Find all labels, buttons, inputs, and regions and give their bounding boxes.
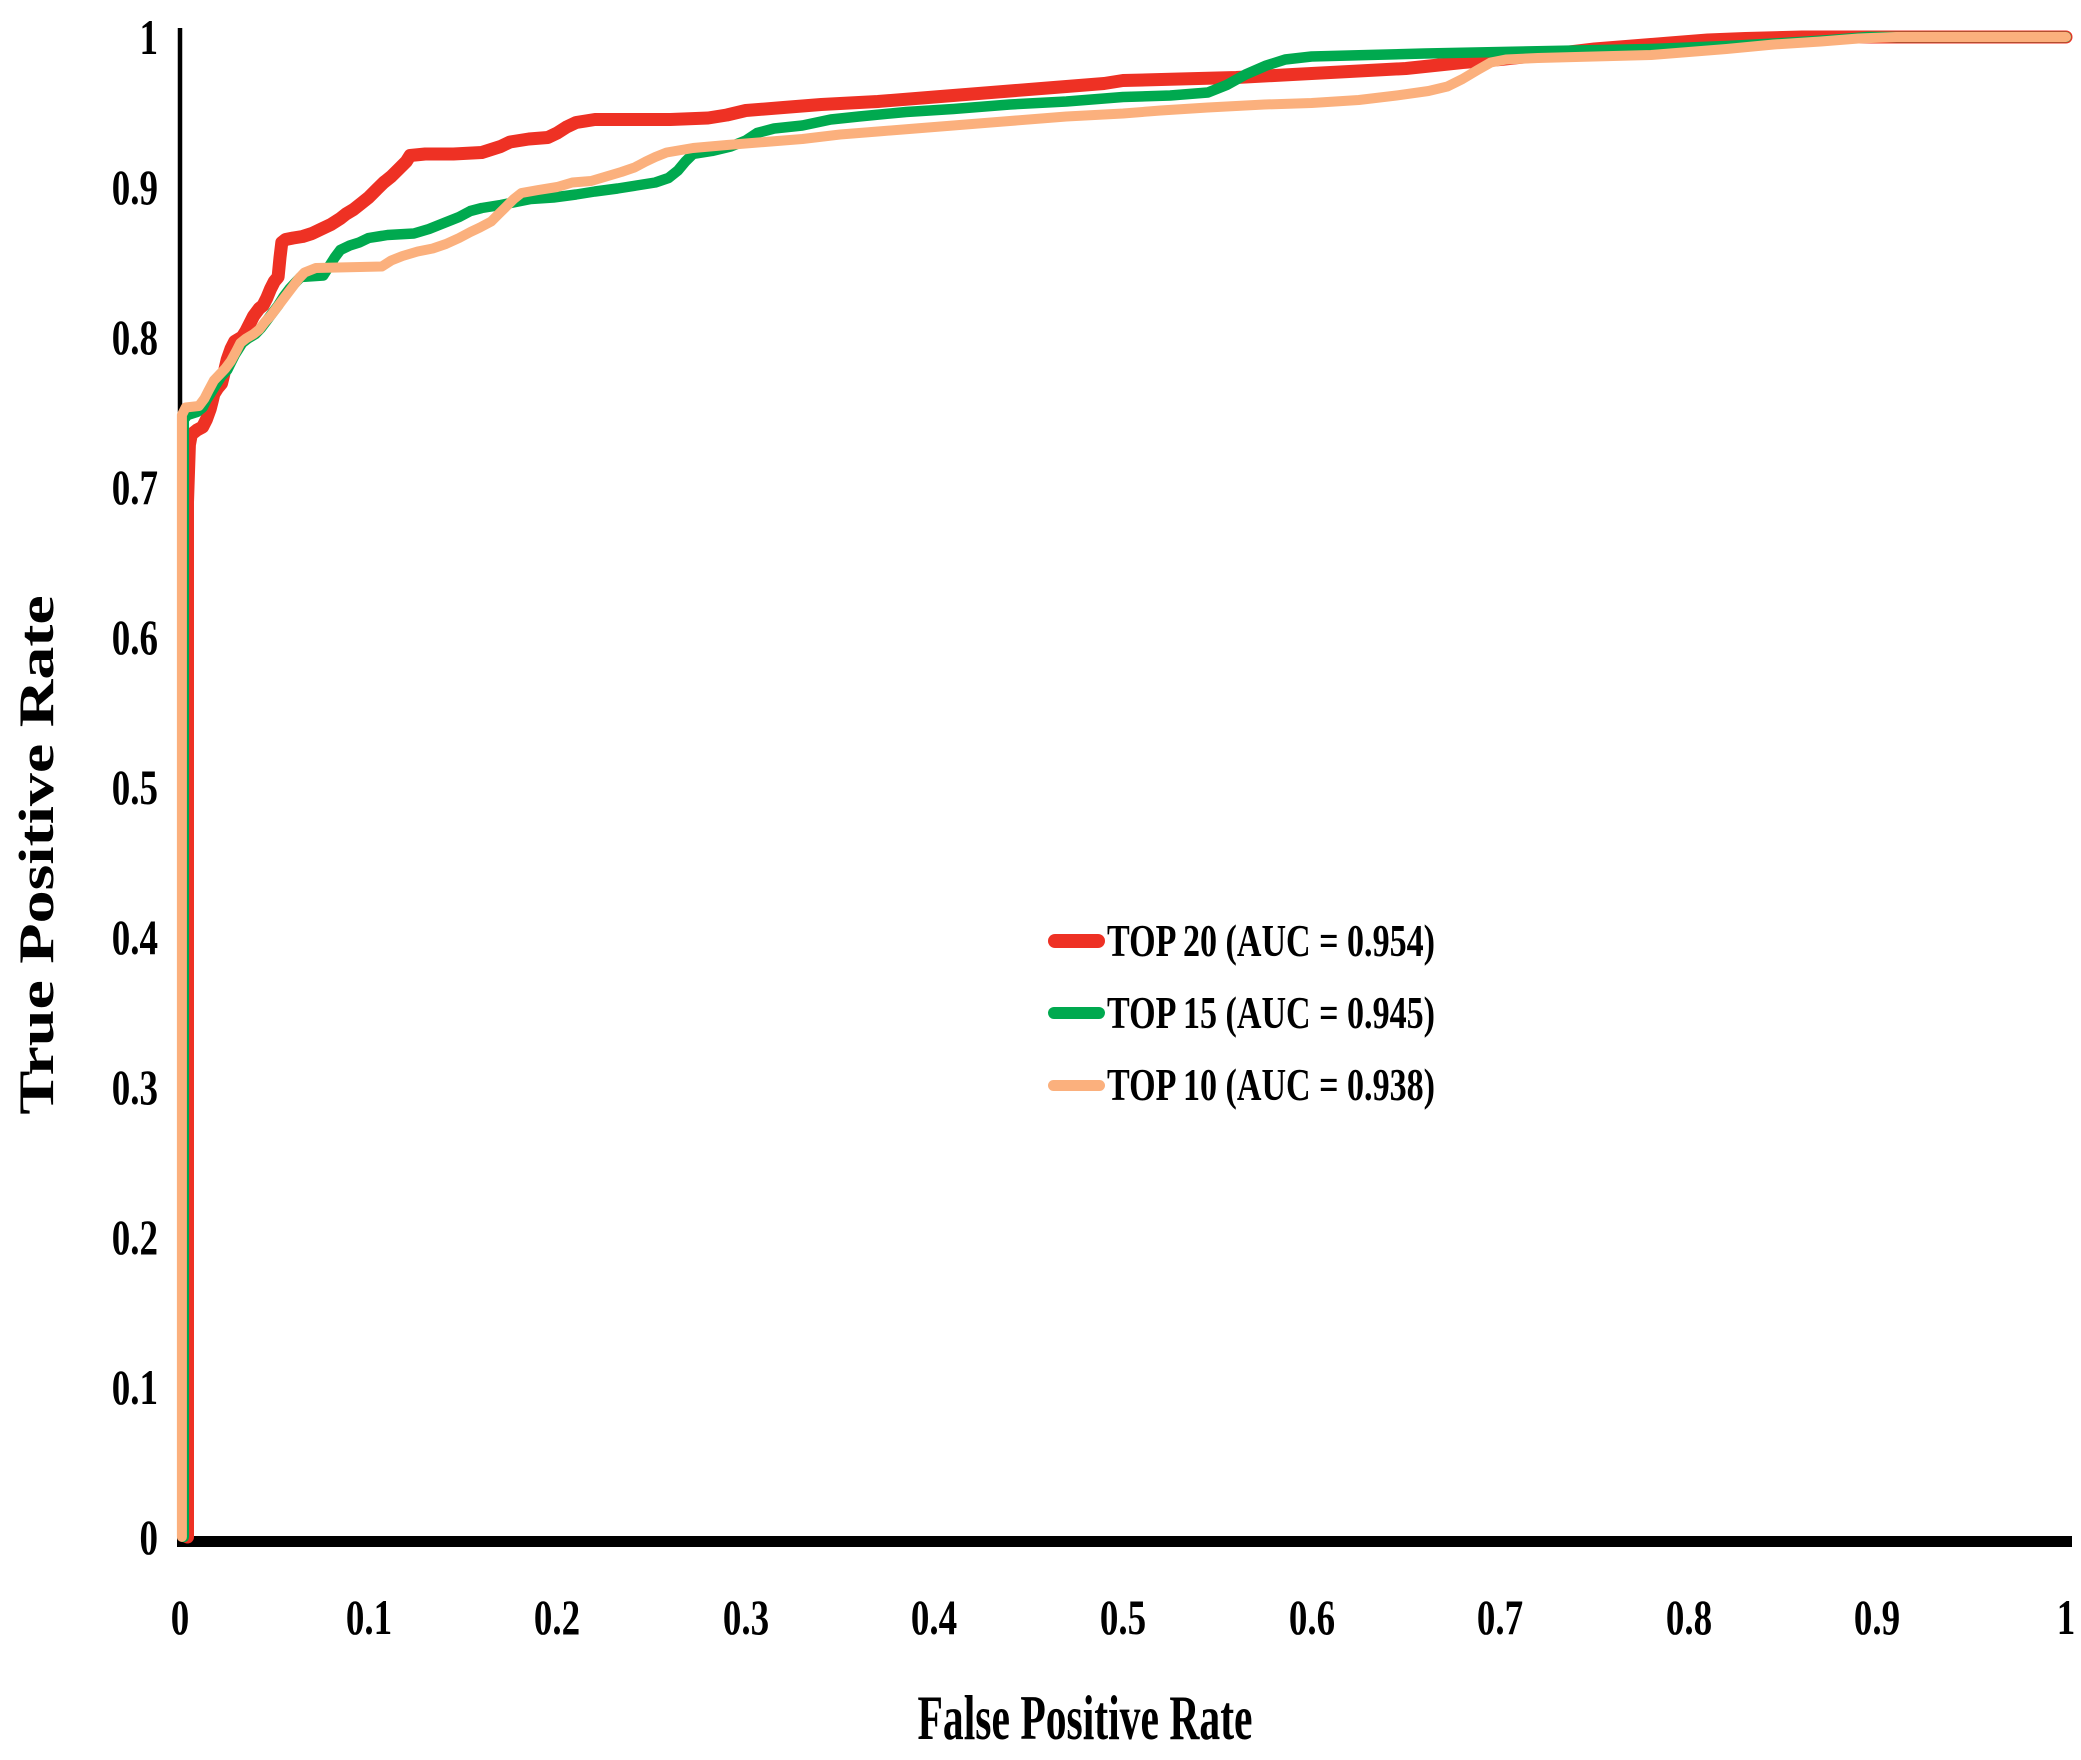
x-tick-label-0.5: 0.5 (1099, 1589, 1147, 1645)
y-tick-label-1: 1 (139, 9, 159, 65)
roc-curve-top10 (176, 32, 2071, 1542)
y-tick-label-0.7: 0.7 (111, 459, 158, 515)
legend-label-top15: TOP 15 (AUC = 0.945) (1107, 987, 1435, 1038)
x-tick-label-0.2: 0.2 (534, 1589, 581, 1645)
y-tick-label-0.8: 0.8 (111, 309, 158, 365)
legend-swatch-top10 (1048, 1079, 1105, 1091)
y-tick-label-0.9: 0.9 (111, 159, 158, 215)
y-tick-label-0.3: 0.3 (111, 1059, 158, 1115)
x-tick-label-0.6: 0.6 (1288, 1589, 1335, 1645)
x-axis-title: False Positive Rate (917, 1682, 1253, 1753)
roc-curve-top15 (178, 31, 2072, 1543)
y-tick-label-0.1: 0.1 (111, 1359, 158, 1415)
y-tick-label-0.6: 0.6 (111, 609, 158, 665)
legend-item-top15: TOP 15 (AUC = 0.945) (1048, 977, 1550, 1049)
y-tick-label-0.4: 0.4 (111, 909, 158, 965)
x-tick-label-0.1: 0.1 (345, 1589, 392, 1645)
y-tick-label-0: 0 (139, 1509, 159, 1565)
legend-swatch-top20 (1048, 934, 1105, 948)
legend-item-top20: TOP 20 (AUC = 0.954) (1048, 905, 1550, 977)
roc-curve-top20 (181, 30, 2073, 1544)
legend-swatch-top15 (1048, 1007, 1105, 1019)
x-tick-label-0.7: 0.7 (1477, 1589, 1524, 1645)
legend: TOP 20 (AUC = 0.954) TOP 15 (AUC = 0.945… (1048, 905, 1550, 1121)
x-tick-label-0.4: 0.4 (911, 1589, 958, 1645)
legend-label-top10: TOP 10 (AUC = 0.938) (1107, 1059, 1435, 1110)
x-tick-label-0.8: 0.8 (1665, 1589, 1712, 1645)
legend-item-top10: TOP 10 (AUC = 0.938) (1048, 1049, 1550, 1121)
x-tick-label-1: 1 (2056, 1589, 2076, 1645)
x-tick-label-0: 0 (170, 1589, 190, 1645)
y-tick-label-0.2: 0.2 (111, 1209, 158, 1265)
y-tick-label-0.5: 0.5 (111, 759, 158, 815)
legend-label-top20: TOP 20 (AUC = 0.954) (1107, 915, 1435, 966)
y-axis-title: True Positive Rate (8, 595, 64, 1115)
x-tick-label-0.3: 0.3 (722, 1589, 769, 1645)
x-tick-label-0.9: 0.9 (1854, 1589, 1901, 1645)
